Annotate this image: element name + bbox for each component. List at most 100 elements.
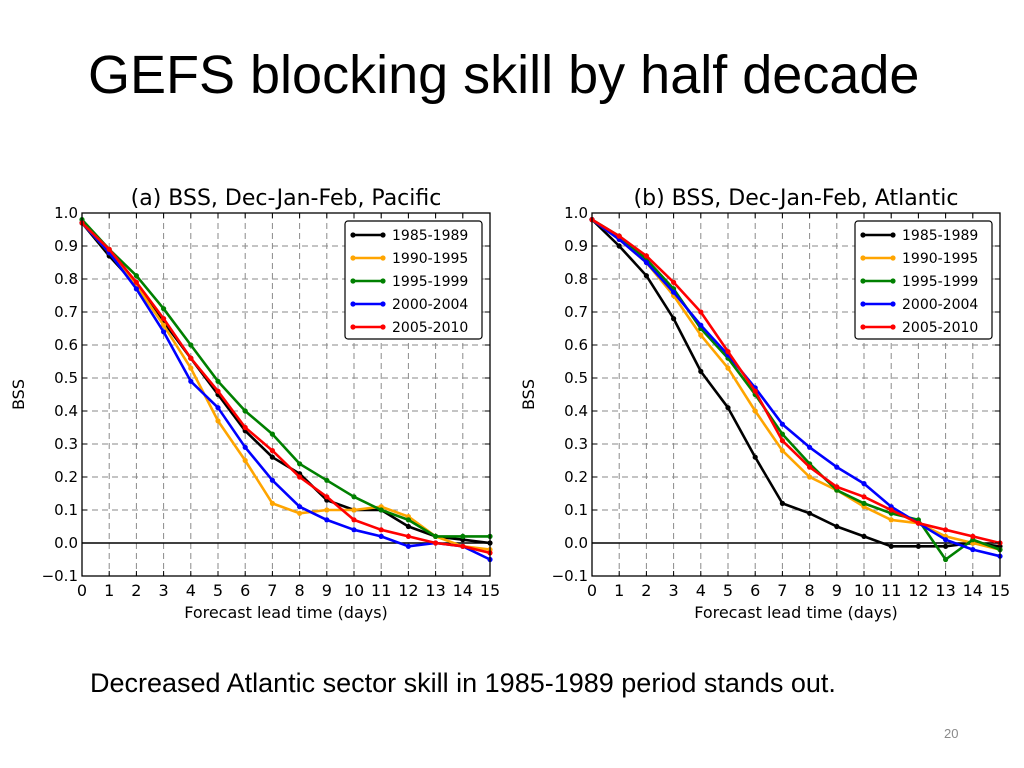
data-point bbox=[215, 378, 221, 384]
data-point bbox=[861, 481, 867, 487]
data-point bbox=[643, 253, 650, 259]
y-tick-label: −0.1 bbox=[552, 567, 588, 585]
data-point bbox=[297, 504, 303, 510]
data-point bbox=[378, 533, 384, 540]
data-point bbox=[269, 500, 275, 506]
legend-box bbox=[854, 220, 993, 340]
x-tick-label: 8 bbox=[295, 581, 305, 600]
y-tick-label: 1.0 bbox=[564, 204, 588, 222]
data-point bbox=[807, 474, 813, 480]
data-point bbox=[460, 533, 466, 540]
y-tick-label: 0.6 bbox=[54, 336, 78, 354]
legend-label-1995-1999: 1995-1999 bbox=[902, 274, 978, 290]
data-point bbox=[861, 494, 867, 500]
data-point bbox=[671, 316, 677, 322]
data-point bbox=[269, 454, 275, 460]
legend-swatch-marker bbox=[890, 324, 896, 330]
data-point bbox=[161, 316, 167, 322]
chart-panel-atlantic: 0 1 2 3 4 5 6 7 8 9 10 11 12 13 14 15−0.10.00.10.20.30.… bbox=[519, 186, 1010, 622]
legend-swatch-marker bbox=[380, 232, 386, 238]
x-tick-label: 3 bbox=[159, 581, 169, 600]
plot-frame bbox=[591, 212, 1001, 577]
data-point bbox=[725, 365, 731, 371]
x-tick-label: 2 bbox=[641, 581, 651, 600]
chart-panel-pacific: 0 1 2 3 4 5 6 7 8 9 10 11 12 13 14 15−0.10.00.10.20.30.… bbox=[9, 186, 500, 622]
data-point bbox=[324, 507, 330, 513]
legend: 1985-1989 1990-1995 1995-1999 2000-2004 2005… bbox=[854, 220, 993, 340]
series-line-2000-2004 bbox=[591, 218, 1001, 558]
chart-title: (a) BSS, Dec-Jan-Feb, Pacific bbox=[131, 186, 442, 211]
page-number: 20 bbox=[944, 726, 959, 741]
y-tick-label: 0.2 bbox=[54, 468, 78, 486]
data-point bbox=[324, 517, 330, 523]
data-point bbox=[943, 527, 949, 533]
x-tick-label: 11 bbox=[371, 581, 391, 600]
legend-swatch-marker bbox=[350, 255, 356, 261]
legend-swatch-marker bbox=[350, 324, 356, 330]
series-line-2000-2004 bbox=[81, 222, 491, 561]
data-point bbox=[188, 365, 194, 371]
data-point bbox=[324, 477, 330, 483]
x-tick-label: 12 bbox=[908, 581, 928, 600]
data-point bbox=[943, 556, 949, 563]
legend-label-2005-2010: 2005-2010 bbox=[902, 320, 978, 336]
data-point bbox=[779, 500, 786, 506]
data-point bbox=[297, 510, 303, 516]
data-point bbox=[106, 246, 112, 252]
x-tick-label: 1 bbox=[614, 581, 624, 600]
data-point bbox=[752, 454, 758, 460]
data-point bbox=[861, 533, 867, 540]
x-tick-label: 5 bbox=[213, 581, 223, 600]
series-line-2005-2010 bbox=[591, 218, 1001, 545]
data-point bbox=[752, 408, 758, 414]
data-point bbox=[834, 523, 840, 530]
data-point bbox=[133, 273, 139, 279]
x-tick-label: 14 bbox=[453, 581, 473, 600]
data-point bbox=[671, 289, 677, 295]
x-tick-label: 15 bbox=[990, 581, 1010, 600]
series-line-2005-2010 bbox=[81, 221, 491, 555]
data-point bbox=[242, 408, 248, 414]
x-axis-label: Forecast lead time (days) bbox=[694, 603, 898, 622]
data-point bbox=[215, 418, 221, 424]
data-point bbox=[643, 273, 650, 279]
x-tick-label: 12 bbox=[398, 581, 418, 600]
x-tick-label: 4 bbox=[696, 581, 706, 600]
plot-frame bbox=[81, 212, 491, 577]
data-point bbox=[888, 517, 894, 523]
x-tick-label: 4 bbox=[186, 581, 196, 600]
x-tick-label: 2 bbox=[131, 581, 141, 600]
data-point bbox=[779, 431, 786, 437]
x-tick-label: 0 bbox=[587, 581, 597, 600]
data-point bbox=[242, 424, 248, 431]
data-point bbox=[671, 279, 677, 285]
data-point bbox=[242, 457, 248, 464]
data-point bbox=[807, 444, 813, 450]
data-point bbox=[698, 309, 704, 315]
data-point bbox=[133, 279, 139, 285]
data-point bbox=[161, 329, 167, 335]
legend-swatch-marker bbox=[890, 278, 896, 284]
data-point bbox=[188, 342, 194, 348]
legend-swatch-marker bbox=[860, 255, 866, 261]
x-tick-label: 10 bbox=[854, 581, 874, 600]
data-point bbox=[378, 527, 384, 533]
x-tick-label: 9 bbox=[832, 581, 842, 600]
legend-swatch-marker bbox=[860, 232, 866, 238]
legend-swatch-marker bbox=[890, 255, 896, 261]
data-point bbox=[161, 322, 167, 328]
data-point bbox=[970, 547, 976, 553]
data-point bbox=[161, 306, 167, 312]
series-line-1995-1999 bbox=[591, 218, 1001, 561]
data-point bbox=[915, 520, 922, 526]
data-point bbox=[943, 543, 949, 549]
y-tick-label: 0.8 bbox=[564, 270, 588, 288]
slide-title: GEFS blocking skill by half decade bbox=[88, 45, 920, 105]
legend-swatch-marker bbox=[860, 324, 866, 330]
x-tick-label: 3 bbox=[669, 581, 679, 600]
y-tick-label: 0.4 bbox=[54, 402, 78, 420]
data-point bbox=[405, 517, 411, 523]
x-tick-label: 6 bbox=[240, 581, 250, 600]
y-axis-label: BSS bbox=[9, 379, 28, 410]
